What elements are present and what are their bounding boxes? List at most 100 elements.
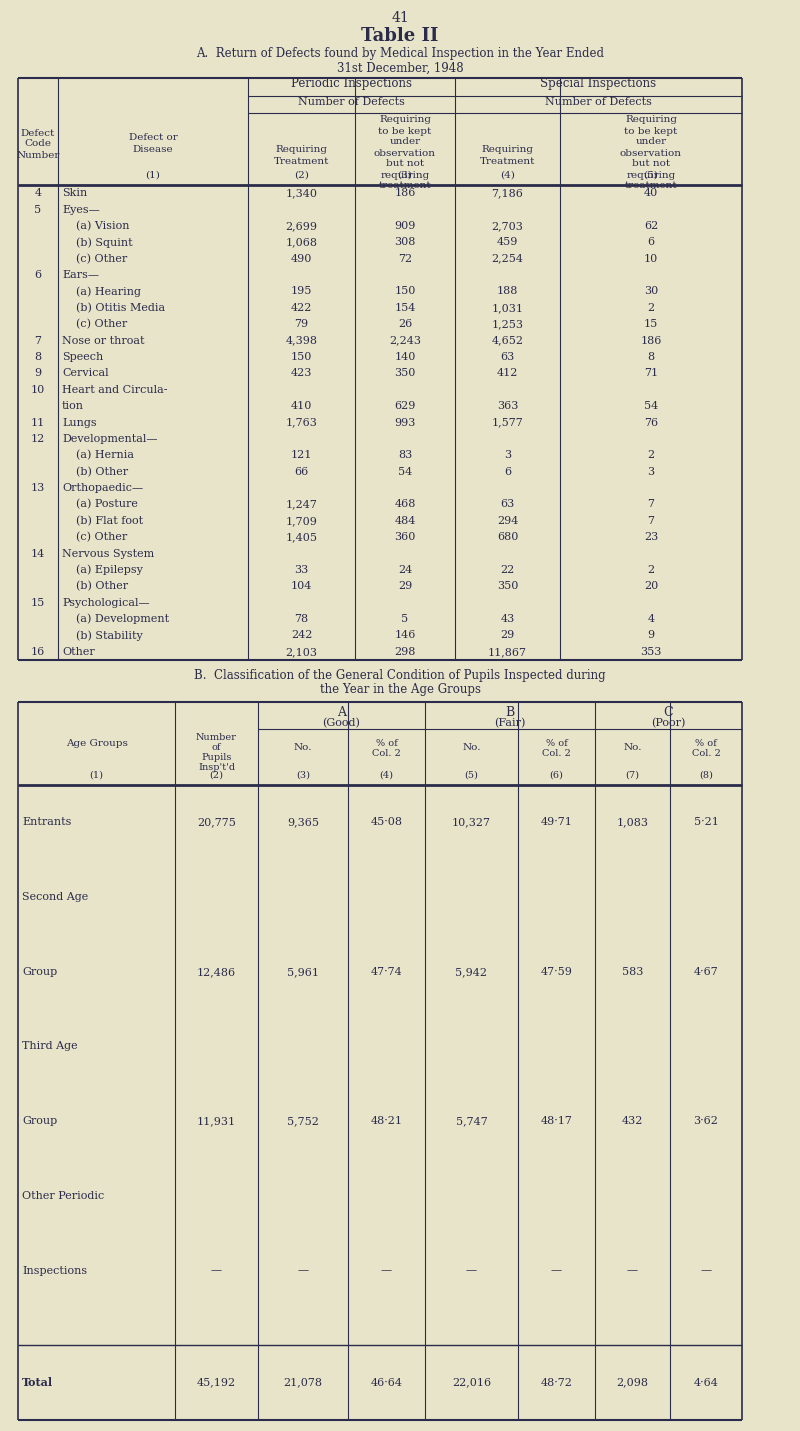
Text: 4,652: 4,652	[491, 336, 523, 346]
Text: 308: 308	[394, 238, 416, 248]
Text: (a) Hernia: (a) Hernia	[76, 451, 134, 461]
Text: 350: 350	[394, 368, 416, 378]
Text: 48·17: 48·17	[541, 1116, 573, 1126]
Text: 22: 22	[500, 565, 514, 575]
Text: (Fair): (Fair)	[494, 718, 526, 728]
Text: 150: 150	[291, 352, 312, 362]
Text: Col. 2: Col. 2	[372, 748, 401, 757]
Text: 7: 7	[34, 336, 42, 346]
Text: observation: observation	[374, 149, 436, 157]
Text: 2,243: 2,243	[389, 336, 421, 346]
Text: Eyes—: Eyes—	[62, 205, 100, 215]
Text: (7): (7)	[626, 770, 639, 780]
Text: 10: 10	[644, 253, 658, 263]
Text: 79: 79	[294, 319, 309, 329]
Text: (5): (5)	[465, 770, 478, 780]
Text: observation: observation	[620, 149, 682, 157]
Text: (c) Other: (c) Other	[76, 319, 127, 329]
Text: 20: 20	[644, 581, 658, 591]
Text: 154: 154	[394, 303, 416, 313]
Text: 2: 2	[647, 565, 654, 575]
Text: Pupils: Pupils	[202, 754, 232, 763]
Text: 71: 71	[644, 368, 658, 378]
Text: 993: 993	[394, 418, 416, 428]
Text: 1,031: 1,031	[491, 303, 523, 313]
Text: (3): (3)	[398, 170, 413, 179]
Text: 186: 186	[640, 336, 662, 346]
Text: (8): (8)	[699, 770, 713, 780]
Text: Table II: Table II	[362, 27, 438, 44]
Text: 63: 63	[500, 499, 514, 509]
Text: (a) Hearing: (a) Hearing	[76, 286, 141, 296]
Text: Number of Defects: Number of Defects	[298, 97, 405, 107]
Text: (a) Epilepsy: (a) Epilepsy	[76, 565, 143, 575]
Text: 1,068: 1,068	[286, 238, 318, 248]
Text: 410: 410	[291, 401, 312, 411]
Text: 140: 140	[394, 352, 416, 362]
Text: 41: 41	[391, 11, 409, 24]
Text: 5,747: 5,747	[456, 1116, 487, 1126]
Text: 1,083: 1,083	[617, 817, 649, 827]
Text: 11,931: 11,931	[197, 1116, 236, 1126]
Text: Psychological—: Psychological—	[62, 598, 150, 608]
Text: 22,016: 22,016	[452, 1378, 491, 1388]
Text: Second Age: Second Age	[22, 892, 88, 902]
Text: 2,703: 2,703	[491, 220, 523, 230]
Text: 7,186: 7,186	[491, 189, 523, 197]
Text: 46·64: 46·64	[370, 1378, 402, 1388]
Text: 422: 422	[291, 303, 312, 313]
Text: Speech: Speech	[62, 352, 103, 362]
Text: 2,254: 2,254	[491, 253, 523, 263]
Text: 15: 15	[644, 319, 658, 329]
Text: Skin: Skin	[62, 189, 87, 197]
Text: 48·72: 48·72	[541, 1378, 573, 1388]
Text: 15: 15	[31, 598, 45, 608]
Text: 5: 5	[34, 205, 42, 215]
Text: 5: 5	[402, 614, 409, 624]
Text: Treatment: Treatment	[480, 156, 535, 166]
Text: 412: 412	[497, 368, 518, 378]
Text: 63: 63	[500, 352, 514, 362]
Text: but not: but not	[632, 159, 670, 169]
Text: (c) Other: (c) Other	[76, 532, 127, 542]
Text: 4·67: 4·67	[694, 967, 718, 977]
Text: 195: 195	[291, 286, 312, 296]
Text: No.: No.	[462, 744, 481, 753]
Text: Heart and Circula-: Heart and Circula-	[62, 385, 167, 395]
Text: Number: Number	[16, 150, 60, 159]
Text: 43: 43	[500, 614, 514, 624]
Text: 363: 363	[497, 401, 518, 411]
Text: 350: 350	[497, 581, 518, 591]
Text: (b) Squint: (b) Squint	[76, 238, 133, 248]
Text: 9: 9	[34, 368, 42, 378]
Text: 14: 14	[31, 548, 45, 558]
Text: under: under	[635, 137, 666, 146]
Text: 468: 468	[394, 499, 416, 509]
Text: (b) Stability: (b) Stability	[76, 630, 142, 641]
Text: (4): (4)	[500, 170, 515, 179]
Text: Special Inspections: Special Inspections	[541, 77, 657, 90]
Text: (1): (1)	[146, 170, 161, 179]
Text: 423: 423	[291, 368, 312, 378]
Text: 5,942: 5,942	[455, 967, 487, 977]
Text: 188: 188	[497, 286, 518, 296]
Text: Nose or throat: Nose or throat	[62, 336, 145, 346]
Text: 8: 8	[647, 352, 654, 362]
Text: 2: 2	[647, 451, 654, 461]
Text: 40: 40	[644, 189, 658, 197]
Text: (b) Other: (b) Other	[76, 467, 128, 477]
Text: 49·71: 49·71	[541, 817, 573, 827]
Text: 10: 10	[31, 385, 45, 395]
Text: 4: 4	[34, 189, 42, 197]
Text: 47·74: 47·74	[370, 967, 402, 977]
Text: 3: 3	[647, 467, 654, 477]
Text: 459: 459	[497, 238, 518, 248]
Text: 62: 62	[644, 220, 658, 230]
Text: 16: 16	[31, 647, 45, 657]
Text: 242: 242	[291, 631, 312, 641]
Text: 83: 83	[398, 451, 412, 461]
Text: 7: 7	[647, 515, 654, 525]
Text: —: —	[466, 1265, 477, 1275]
Text: 72: 72	[398, 253, 412, 263]
Text: 680: 680	[497, 532, 518, 542]
